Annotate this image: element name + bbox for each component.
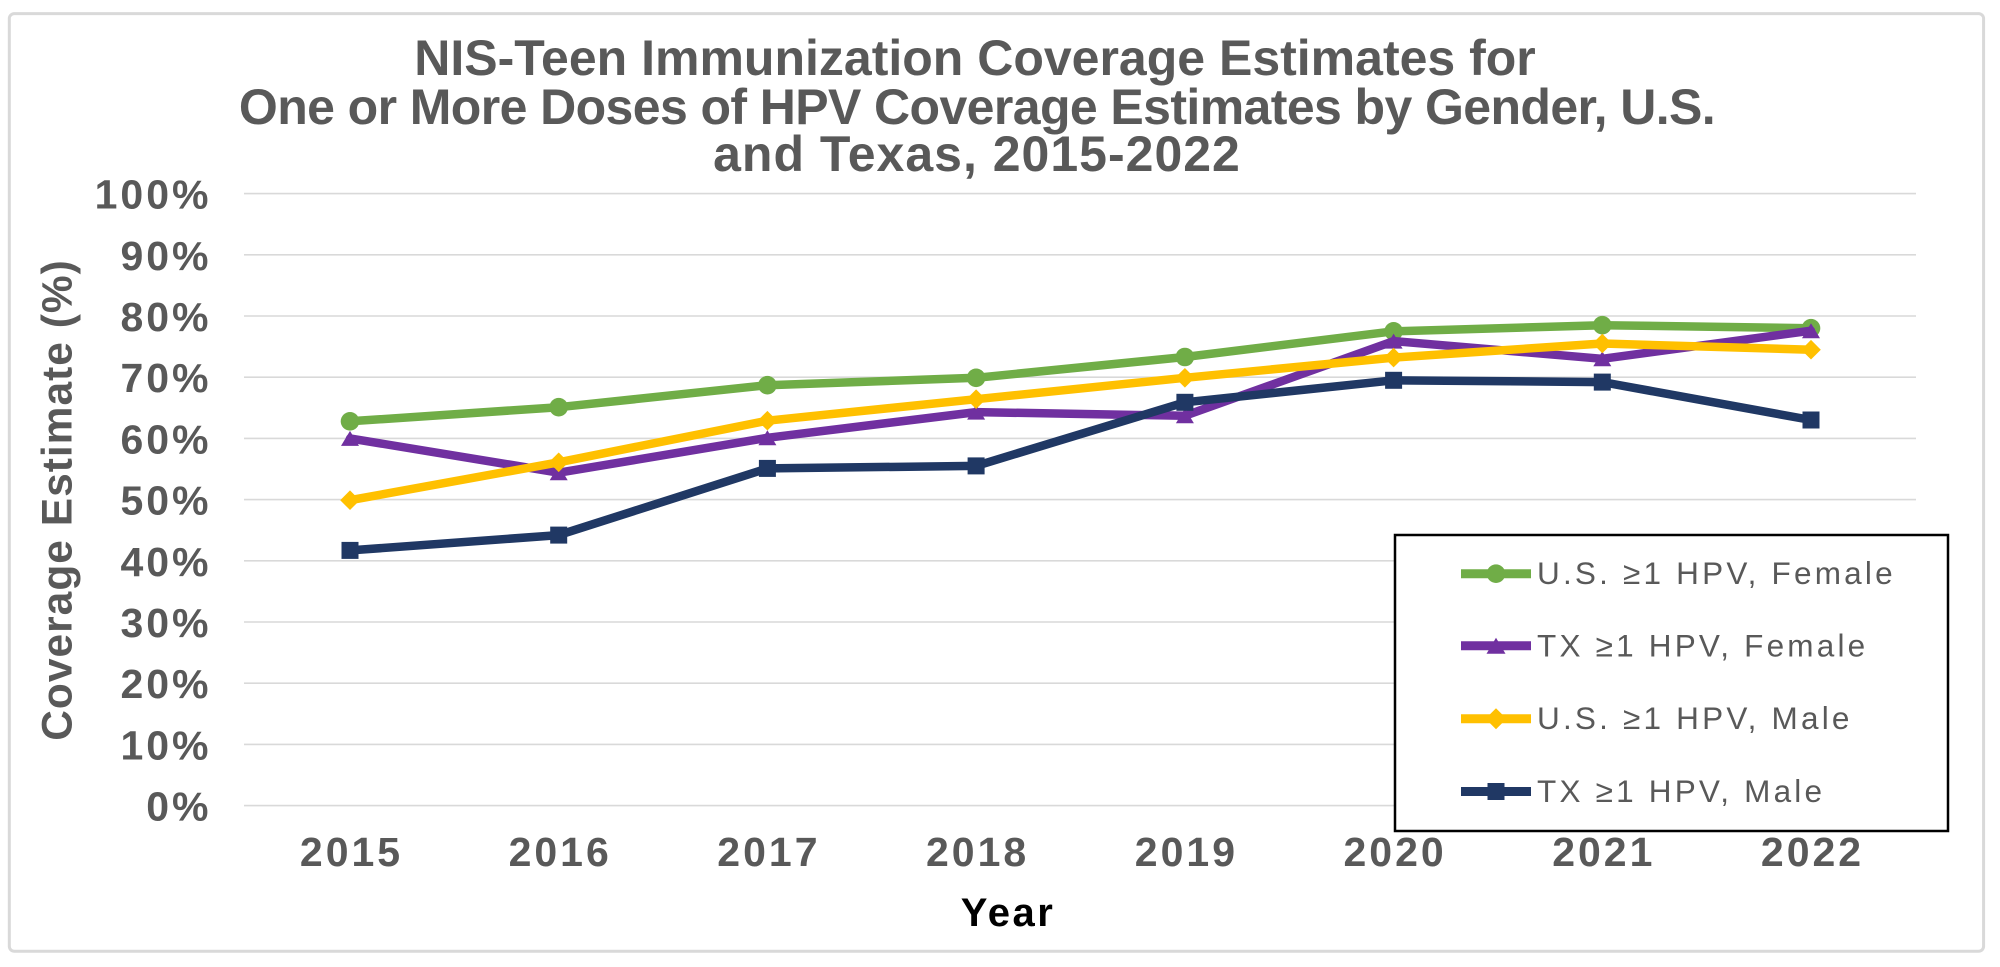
svg-text:20%: 20% bbox=[120, 661, 211, 707]
svg-text:2020: 2020 bbox=[1343, 829, 1446, 875]
svg-text:2016: 2016 bbox=[509, 829, 612, 875]
svg-text:One or More Doses of HPV Cover: One or More Doses of HPV Coverage Estima… bbox=[239, 79, 1715, 135]
svg-text:U.S. ≥1 HPV, Male: U.S. ≥1 HPV, Male bbox=[1537, 700, 1853, 736]
svg-text:70%: 70% bbox=[120, 355, 211, 401]
svg-text:TX ≥1 HPV, Male: TX ≥1 HPV, Male bbox=[1537, 773, 1825, 809]
svg-text:Coverage Estimate (%): Coverage Estimate (%) bbox=[35, 259, 82, 741]
svg-text:2015: 2015 bbox=[300, 829, 403, 875]
svg-text:0%: 0% bbox=[146, 784, 211, 830]
svg-text:100%: 100% bbox=[95, 172, 212, 218]
svg-text:and Texas, 2015-2022: and Texas, 2015-2022 bbox=[713, 126, 1241, 182]
svg-text:60%: 60% bbox=[120, 416, 211, 462]
svg-text:80%: 80% bbox=[120, 294, 211, 340]
svg-text:30%: 30% bbox=[120, 600, 211, 646]
svg-text:2019: 2019 bbox=[1135, 829, 1238, 875]
svg-text:Year: Year bbox=[961, 891, 1056, 935]
svg-text:NIS-Teen Immunization Coverage: NIS-Teen Immunization Coverage Estimates… bbox=[414, 30, 1536, 86]
svg-text:50%: 50% bbox=[120, 478, 211, 524]
svg-text:2021: 2021 bbox=[1552, 829, 1655, 875]
svg-text:2022: 2022 bbox=[1761, 829, 1864, 875]
svg-text:U.S. ≥1 HPV, Female: U.S. ≥1 HPV, Female bbox=[1537, 555, 1896, 591]
svg-text:2017: 2017 bbox=[717, 829, 820, 875]
svg-text:40%: 40% bbox=[120, 539, 211, 585]
svg-text:2018: 2018 bbox=[926, 829, 1029, 875]
svg-text:TX ≥1 HPV, Female: TX ≥1 HPV, Female bbox=[1537, 627, 1868, 663]
svg-text:10%: 10% bbox=[120, 722, 211, 768]
svg-text:90%: 90% bbox=[120, 233, 211, 279]
